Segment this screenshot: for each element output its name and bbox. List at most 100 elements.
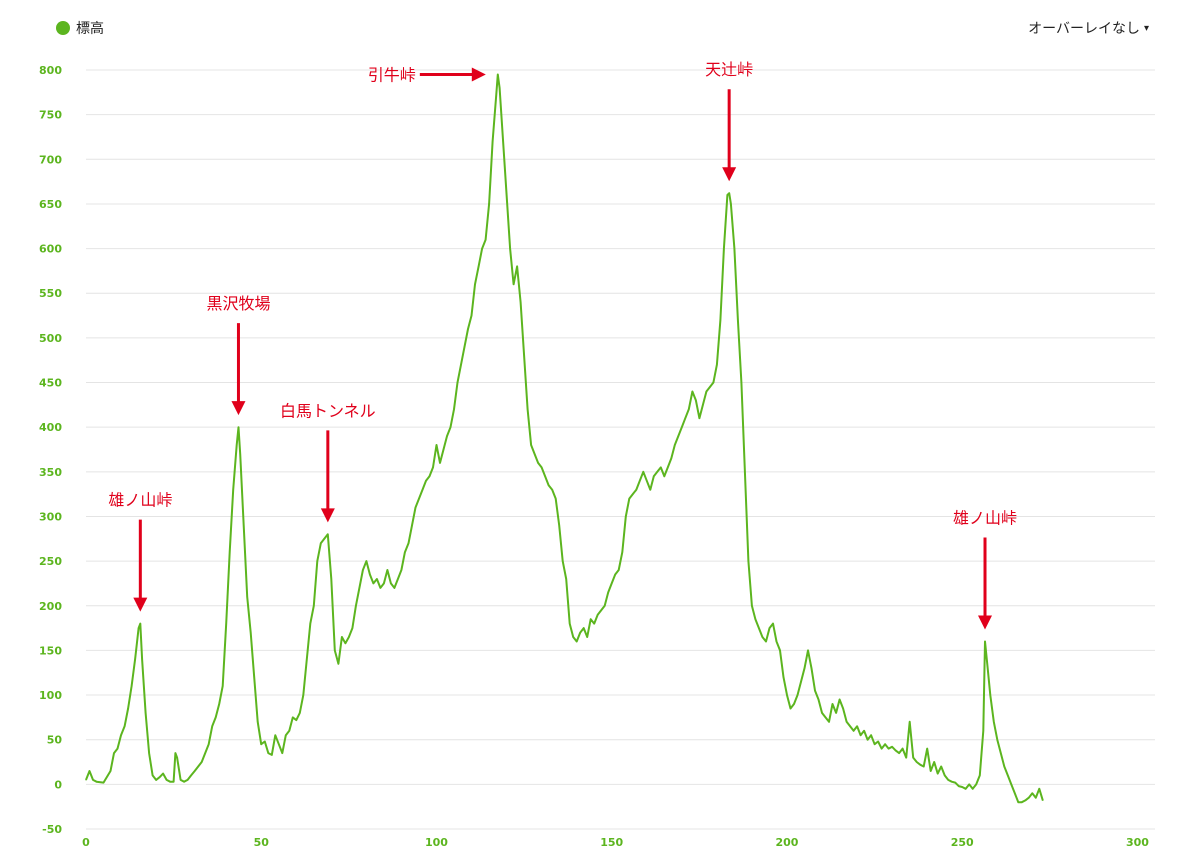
data-point: [130, 685, 133, 687]
data-point: [229, 551, 231, 553]
data-point: [558, 524, 560, 527]
data-point: [123, 725, 126, 727]
data-point: [432, 466, 434, 468]
data-point: [866, 739, 869, 741]
data-point: [1007, 774, 1009, 777]
data-point: [159, 776, 161, 778]
data-point: [863, 730, 865, 732]
data-point: [309, 623, 311, 625]
data-point: [775, 640, 778, 643]
data-point: [144, 712, 147, 714]
data-point: [421, 489, 424, 491]
data-point: [456, 381, 459, 384]
data-point: [961, 786, 963, 788]
data-point: [502, 140, 504, 143]
data-point: [236, 444, 238, 446]
data-point: [285, 734, 287, 736]
data-point: [295, 719, 297, 721]
data-point: [733, 247, 736, 250]
data-point: [362, 569, 364, 571]
data-point: [979, 774, 981, 777]
data-point: [267, 752, 269, 754]
data-point: [264, 740, 266, 743]
data-point: [909, 721, 911, 723]
data-point: [85, 779, 87, 781]
data-point: [905, 756, 907, 759]
data-point: [632, 493, 634, 495]
data-point: [835, 712, 837, 714]
data-point: [530, 444, 532, 446]
data-point: [299, 712, 301, 714]
data-point: [604, 605, 606, 607]
data-point: [393, 587, 396, 589]
data-point: [369, 573, 371, 576]
data-point: [435, 444, 438, 446]
data-point: [951, 781, 953, 783]
data-point: [425, 480, 427, 482]
legend[interactable]: 標高: [56, 18, 104, 38]
data-point: [109, 770, 112, 772]
data-point: [215, 716, 217, 718]
x-tick-label: 200: [775, 836, 798, 849]
data-point: [323, 538, 325, 540]
data-point: [477, 265, 480, 268]
data-point: [208, 743, 210, 745]
data-point: [222, 685, 224, 687]
data-point: [1035, 797, 1037, 799]
data-point: [281, 752, 283, 754]
data-point: [246, 596, 248, 598]
annotation-label: 雄ノ山峠: [108, 491, 172, 510]
data-point: [95, 781, 98, 783]
data-point: [821, 712, 823, 714]
data-point: [141, 658, 143, 660]
data-point: [102, 781, 105, 784]
data-point: [716, 364, 718, 366]
data-point: [583, 627, 585, 629]
data-point: [344, 642, 346, 644]
data-point: [113, 752, 115, 754]
data-point: [1042, 799, 1044, 802]
data-point: [376, 578, 378, 580]
triangle-down-icon: ▾: [1143, 22, 1149, 34]
data-point: [470, 314, 473, 317]
data-point: [497, 73, 499, 76]
x-tick-label: 100: [425, 836, 448, 849]
data-point: [520, 301, 522, 303]
data-point: [330, 578, 332, 580]
annotation: 天辻峠: [705, 60, 753, 182]
data-point: [723, 247, 725, 250]
data-point: [204, 752, 206, 754]
data-point: [565, 578, 567, 580]
data-point: [919, 764, 921, 766]
data-point: [120, 734, 122, 736]
y-tick-label: 800: [39, 64, 62, 77]
data-point: [187, 779, 189, 781]
data-point: [551, 489, 553, 491]
data-point: [139, 623, 141, 625]
data-point: [484, 239, 487, 241]
data-point: [674, 444, 676, 446]
data-point: [407, 542, 410, 544]
data-point: [726, 194, 729, 196]
data-point: [807, 649, 809, 652]
data-point: [467, 328, 469, 330]
data-point: [965, 788, 967, 790]
data-point: [194, 770, 196, 772]
data-point: [902, 748, 904, 750]
data-point: [852, 730, 855, 732]
data-point: [660, 466, 662, 468]
data-point: [884, 743, 886, 745]
data-point: [719, 319, 721, 321]
data-point: [1017, 801, 1019, 803]
y-tick-label: 50: [47, 734, 63, 747]
data-point: [625, 515, 627, 518]
overlay-dropdown[interactable]: オーバーレイなし ▾: [1028, 18, 1149, 38]
data-point: [88, 770, 91, 772]
data-point: [211, 725, 213, 727]
data-point: [947, 779, 949, 781]
data-point: [365, 560, 367, 562]
legend-dot-icon: [56, 21, 70, 35]
data-point: [498, 87, 501, 89]
arrow-down-icon: [978, 615, 993, 630]
